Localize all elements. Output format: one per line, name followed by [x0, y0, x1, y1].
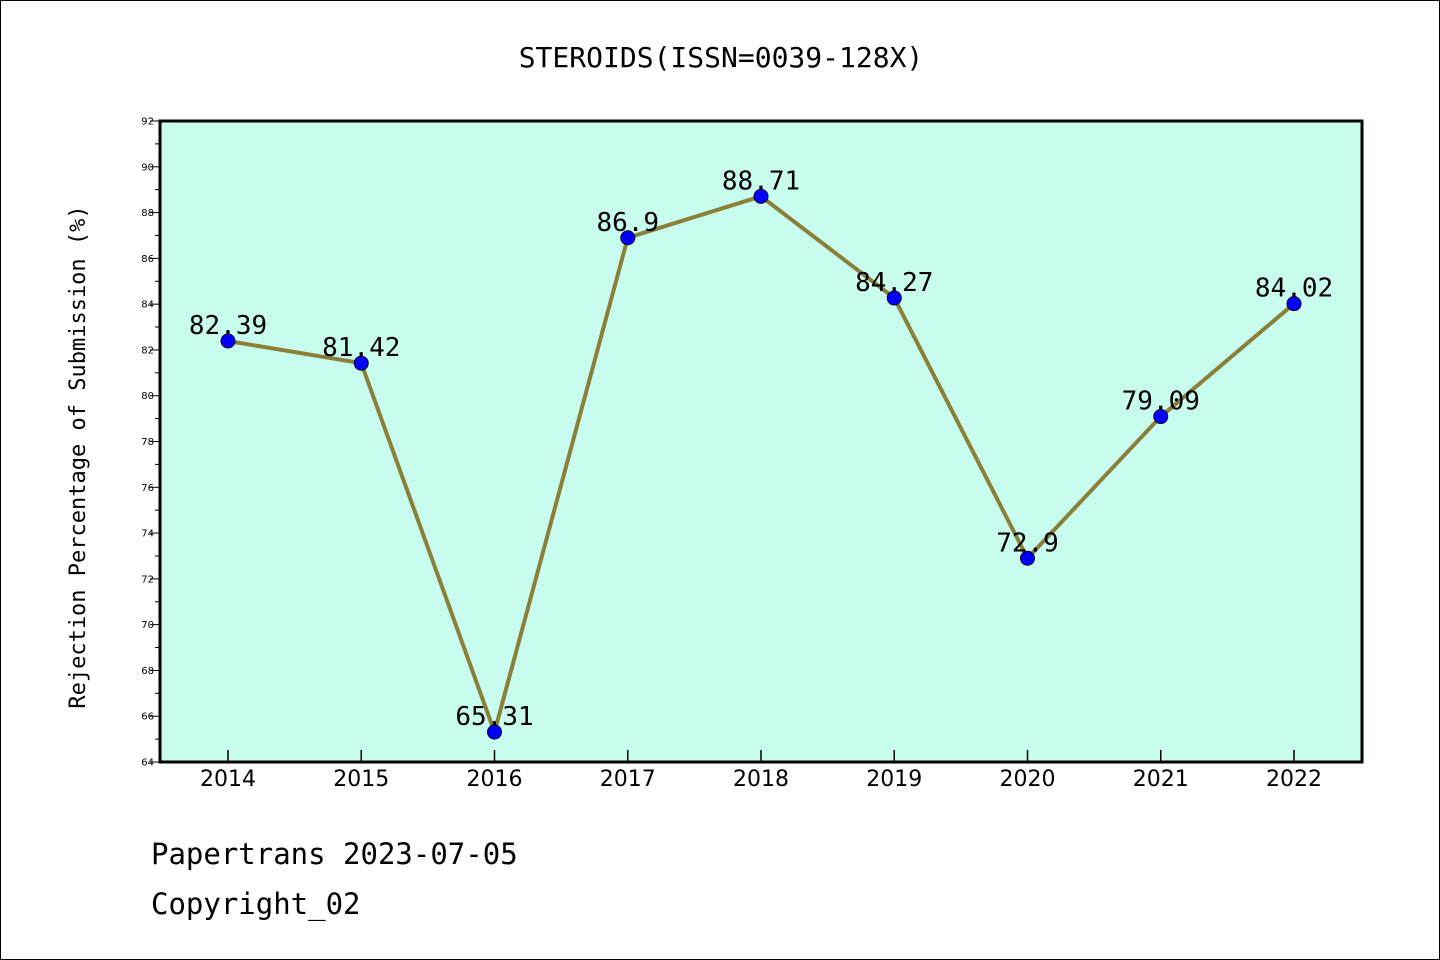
chart-title: STEROIDS(ISSN=0039-128X)	[519, 41, 924, 74]
footer-date-line: Papertrans 2023-07-05	[151, 837, 518, 871]
data-label: 84.27	[855, 268, 933, 298]
data-point	[1020, 550, 1035, 566]
data-point	[1153, 409, 1169, 425]
data-label: 84.02	[1255, 274, 1333, 304]
y-tick-label: 72	[141, 574, 154, 585]
footer-copyright-line: Copyright_02	[151, 887, 361, 921]
y-tick-label: 70	[141, 620, 154, 631]
y-tick-label: 74	[141, 529, 154, 540]
data-label: 65.31	[455, 702, 533, 732]
x-tick-label: 2021	[1133, 767, 1189, 792]
plot-area	[158, 119, 1364, 764]
y-tick-label: 66	[141, 712, 154, 723]
x-tick-label: 2019	[866, 767, 922, 792]
y-tick-label: 68	[141, 666, 154, 677]
data-point	[353, 355, 369, 371]
y-tick-label: 64	[141, 758, 154, 769]
y-tick-label: 84	[141, 300, 154, 311]
data-markers	[220, 188, 1302, 740]
x-axis: 2014 2015 2016 2017 2018 2019 2020 2021 2022	[200, 750, 1322, 792]
data-point	[886, 290, 902, 306]
y-tick-label: 90	[141, 162, 154, 173]
y-tick-label: 80	[141, 391, 154, 402]
x-tick-label: 2017	[600, 767, 656, 792]
data-point	[220, 333, 236, 349]
data-label: 81.42	[322, 333, 400, 363]
y-tick-label: 82	[141, 345, 154, 356]
x-tick-label: 2020	[1000, 767, 1056, 792]
x-tick-label: 2014	[200, 767, 256, 792]
data-point	[1286, 296, 1302, 312]
data-label: 72.9	[996, 528, 1059, 558]
data-point	[620, 230, 636, 246]
data-labels: 82.39 81.42 65.31 86.9 88.71 84.27 72.9 79.09 84…	[189, 166, 1333, 732]
y-tick-label: 78	[141, 437, 154, 448]
data-point	[487, 724, 502, 740]
data-label: 82.39	[189, 311, 267, 341]
x-tick-label: 2022	[1266, 767, 1322, 792]
data-label: 88.71	[722, 166, 800, 196]
y-tick-label: 92	[141, 117, 154, 128]
x-tick-label: 2015	[333, 767, 389, 792]
y-tick-label: 76	[141, 483, 154, 494]
x-tick-label: 2016	[467, 767, 523, 792]
y-axis: 64 66 68 70 72 74 76 78 80 82 84 86 88 90 92	[141, 117, 160, 769]
data-label: 79.09	[1122, 387, 1200, 417]
data-label: 86.9	[596, 208, 659, 238]
y-axis-label: Rejection Percentage of Submission (%)	[66, 205, 91, 708]
x-tick-label: 2018	[733, 767, 789, 792]
y-tick-label: 86	[141, 254, 154, 265]
data-point	[753, 188, 769, 204]
y-tick-label: 88	[141, 208, 154, 219]
